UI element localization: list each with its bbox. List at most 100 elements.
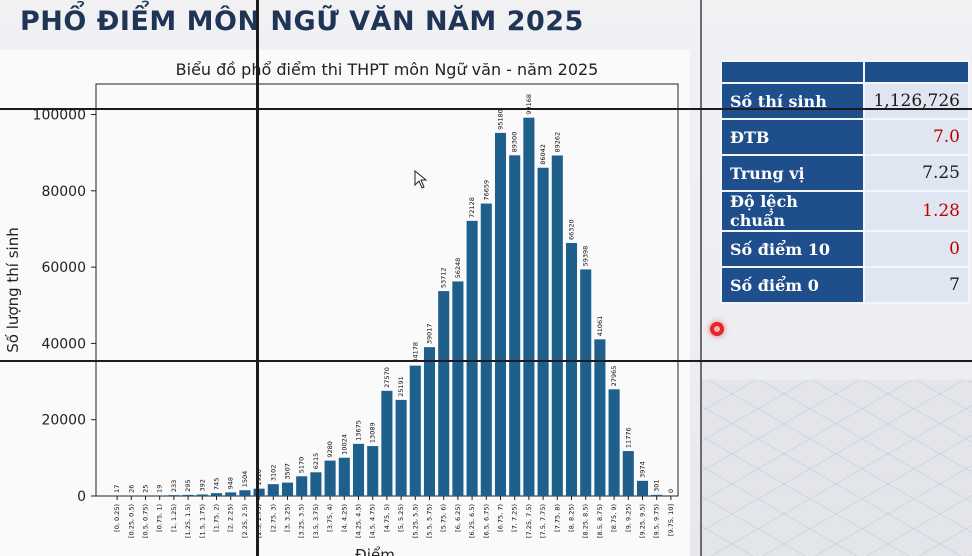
x-tick-label: [4.25, 4.5)	[355, 504, 363, 538]
bar-value-label: 89300	[511, 132, 519, 153]
x-tick-label: [5.75, 6)	[440, 504, 448, 532]
x-tick-label: [0.5, 0.75)	[142, 504, 150, 538]
bar-value-label: 5170	[298, 457, 306, 474]
histogram-bar	[267, 484, 279, 496]
y-tick-label: 80000	[41, 184, 86, 200]
bar-value-label: 6215	[312, 453, 320, 470]
stats-row: Trung vị 7.25	[719, 154, 970, 192]
histogram-bar	[523, 117, 535, 496]
display-seam	[700, 0, 702, 556]
stat-label: ĐTB	[719, 118, 866, 156]
y-tick-label: 100000	[33, 108, 86, 124]
mouse-cursor-icon	[414, 170, 428, 189]
floor-backdrop	[700, 380, 972, 556]
bar-value-label: 10024	[340, 434, 348, 455]
display-seam	[0, 108, 972, 110]
stat-label: Số thí sinh	[719, 82, 866, 120]
histogram-bar	[281, 482, 294, 496]
histogram-bar	[196, 494, 208, 496]
x-tick-label: [3.5, 3.75)	[312, 504, 320, 538]
stats-row: Độ lệch chuẩn 1.28	[719, 190, 970, 232]
bar-value-label: 11776	[624, 427, 632, 448]
histogram-bar	[324, 460, 336, 496]
x-tick-label: [7, 7.25)	[511, 504, 519, 532]
x-axis-label: Điểm	[355, 546, 395, 556]
stats-header-cell	[719, 60, 866, 84]
x-tick-label: [0.75, 1)	[156, 504, 164, 532]
histogram-bar	[338, 457, 350, 496]
bar-value-label: 27570	[383, 367, 391, 388]
bar-value-label: 295	[184, 479, 192, 491]
chart-title: Biểu đồ phổ điểm thi THPT môn Ngữ văn - …	[175, 60, 599, 79]
x-tick-label: [8, 8.25)	[568, 504, 576, 532]
y-tick-label: 60000	[41, 260, 86, 276]
display-seam	[256, 0, 259, 556]
bar-value-label: 392	[198, 479, 206, 491]
x-tick-label: [2, 2.25)	[227, 504, 235, 532]
x-tick-label: [2.25, 2.5)	[241, 504, 249, 538]
stats-row: Số thí sinh 1,126,726	[719, 82, 970, 120]
page-title: PHỔ ĐIỂM MÔN NGỮ VĂN NĂM 2025	[20, 6, 584, 37]
stats-header-row	[719, 60, 970, 84]
x-tick-label: [1.75, 2)	[213, 504, 221, 532]
x-tick-label: [3.75, 4)	[326, 504, 334, 532]
bar-value-label: 56248	[454, 258, 462, 279]
bar-value-label: 19	[156, 485, 164, 493]
bar-value-label: 0	[667, 489, 675, 493]
bar-value-label: 745	[213, 478, 221, 490]
bar-value-label: 39017	[426, 323, 434, 344]
x-tick-label: [0.25, 0.5)	[127, 504, 135, 538]
histogram-bar	[253, 488, 265, 496]
stat-label: Trung vị	[719, 154, 866, 192]
x-tick-label: [4, 4.25)	[340, 504, 348, 532]
bar-value-label: 233	[170, 480, 178, 492]
x-tick-label: [3.25, 3.5)	[298, 504, 306, 538]
x-tick-label: [1.5, 1.75)	[198, 504, 206, 538]
stats-header-cell	[863, 60, 970, 84]
bar-value-label: 3507	[284, 463, 292, 480]
x-tick-label: [8.25, 8.5)	[582, 504, 590, 538]
bar-value-label: 13675	[355, 420, 363, 441]
histogram-bar	[296, 476, 308, 496]
histogram-bar	[565, 243, 578, 496]
bar-value-label: 301	[653, 479, 661, 491]
bar-value-label: 66320	[568, 219, 576, 240]
x-tick-label: [8.75, 9)	[610, 504, 618, 532]
stats-row: Số điểm 10 0	[719, 230, 970, 268]
laser-pointer-dot-icon	[710, 322, 724, 336]
histogram-bar	[466, 220, 478, 496]
histogram-bar	[423, 347, 436, 496]
histogram-bar	[239, 490, 251, 496]
histogram-bar	[367, 446, 379, 496]
x-tick-label: [6.25, 6.5)	[468, 504, 476, 538]
x-tick-label: [6, 6.25)	[454, 504, 462, 532]
bar-value-label: 13089	[369, 422, 377, 443]
bar-value-label: 948	[227, 477, 235, 489]
histogram-bar	[594, 339, 606, 496]
x-tick-label: [5.25, 5.5)	[411, 504, 419, 538]
histogram-bar	[551, 155, 563, 496]
x-tick-label: [7.75, 8)	[553, 504, 561, 532]
histogram-bar	[452, 281, 464, 496]
bar-value-label: 1504	[241, 471, 249, 488]
bar-value-label: 99168	[525, 94, 533, 115]
stat-label: Số điểm 10	[719, 230, 866, 268]
histogram-bar	[310, 472, 322, 496]
stats-table: Số thí sinh 1,126,726 ĐTB 7.0 Trung vị 7…	[719, 60, 970, 304]
x-tick-label: [4.75, 5)	[383, 504, 391, 532]
bar-value-label: 25	[142, 485, 150, 493]
y-tick-label: 40000	[41, 336, 86, 352]
histogram-bar	[182, 494, 194, 496]
x-tick-label: [9.5, 9.75)	[653, 504, 661, 538]
stat-value: 1.28	[863, 190, 970, 232]
x-tick-label: [7.25, 7.5)	[525, 504, 533, 538]
histogram-bar	[409, 365, 421, 496]
bar-value-label: 9280	[326, 441, 334, 458]
histogram-bar	[168, 495, 180, 496]
x-tick-label: [5.5, 5.75)	[426, 504, 434, 538]
histogram-bar	[509, 155, 521, 496]
x-tick-label: [8.5, 8.75)	[596, 504, 604, 538]
histogram-chart: 0 20000 40000 60000 80000 100000 Số lượng thí …	[4, 83, 679, 556]
x-tick-label: [1, 1.25)	[170, 504, 178, 532]
bar-value-label: 17	[113, 485, 121, 493]
